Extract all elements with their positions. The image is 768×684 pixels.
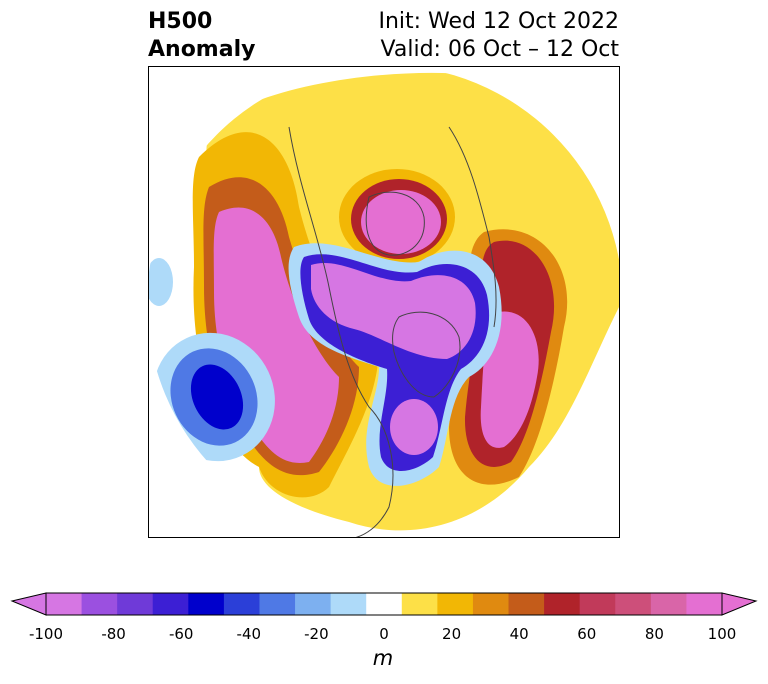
colorbar-cell [117, 593, 154, 615]
colorbar-cell [579, 593, 616, 615]
colorbar-tick-label: -20 [304, 625, 329, 643]
europe-coast [448, 126, 497, 328]
colorbar-tick-label: 0 [379, 625, 389, 643]
title-left: H500 Anomaly [148, 8, 255, 64]
colorbar-cell [366, 593, 403, 615]
colorbar-cell [295, 593, 332, 615]
colorbar-tick-label: 40 [509, 625, 529, 643]
colorbar-cell [81, 593, 118, 615]
anomaly-title: Anomaly [148, 37, 256, 62]
colorbar-tick-label: -80 [101, 625, 126, 643]
colorbar-cells [46, 593, 723, 615]
colorbar-cell [686, 593, 723, 615]
negative-anomaly-greatlakes-core [390, 399, 438, 455]
colorbar-cell [152, 593, 189, 615]
anomaly-map-svg [149, 72, 619, 537]
colorbar-cell [401, 593, 438, 615]
colorbar-unit: m [372, 646, 394, 670]
valid-range: Valid: 06 Oct – 12 Oct [380, 37, 619, 62]
north-america-coast [288, 126, 394, 537]
variable-title: H500 [148, 9, 213, 34]
anomaly-map [148, 66, 620, 538]
colorbar-cell [508, 593, 545, 615]
negative-anomaly-arctic-core [311, 262, 476, 359]
negative-anomaly-pacific-core [190, 364, 244, 430]
colorbar-cell [472, 593, 510, 615]
colorbar-cell [330, 593, 367, 615]
colorbar-cell [223, 593, 260, 615]
colorbar-cell [188, 593, 225, 615]
colorbar-cell [46, 593, 83, 615]
hudson-bay-coast [365, 191, 425, 256]
init-date: Init: Wed 12 Oct 2022 [378, 9, 619, 34]
colorbar-cell [544, 593, 581, 615]
anomaly-field [149, 72, 619, 537]
greenland-coast [392, 311, 461, 398]
colorbar-tick-label: -100 [28, 625, 64, 643]
colorbar-cell [437, 593, 474, 615]
colorbar [10, 592, 758, 616]
colorbar-cell [650, 593, 687, 615]
negative-anomaly-arctic-edge [149, 258, 173, 306]
colorbar-extend-low [10, 592, 47, 616]
colorbar-extend-high [721, 592, 758, 616]
colorbar-cell [259, 593, 296, 615]
colorbar-tick-label: -60 [168, 625, 194, 643]
colorbar-frame [45, 592, 723, 616]
colorbar-tick-label: 60 [577, 625, 597, 643]
title-right: Init: Wed 12 Oct 2022 Valid: 06 Oct – 12… [378, 8, 619, 64]
colorbar-tick-label: 80 [644, 625, 664, 643]
colorbar-tick-label: -40 [236, 625, 262, 643]
colorbar-cell [615, 593, 652, 615]
colorbar-tick-label: 100 [707, 625, 737, 643]
colorbar-tick-label: 20 [442, 625, 462, 643]
